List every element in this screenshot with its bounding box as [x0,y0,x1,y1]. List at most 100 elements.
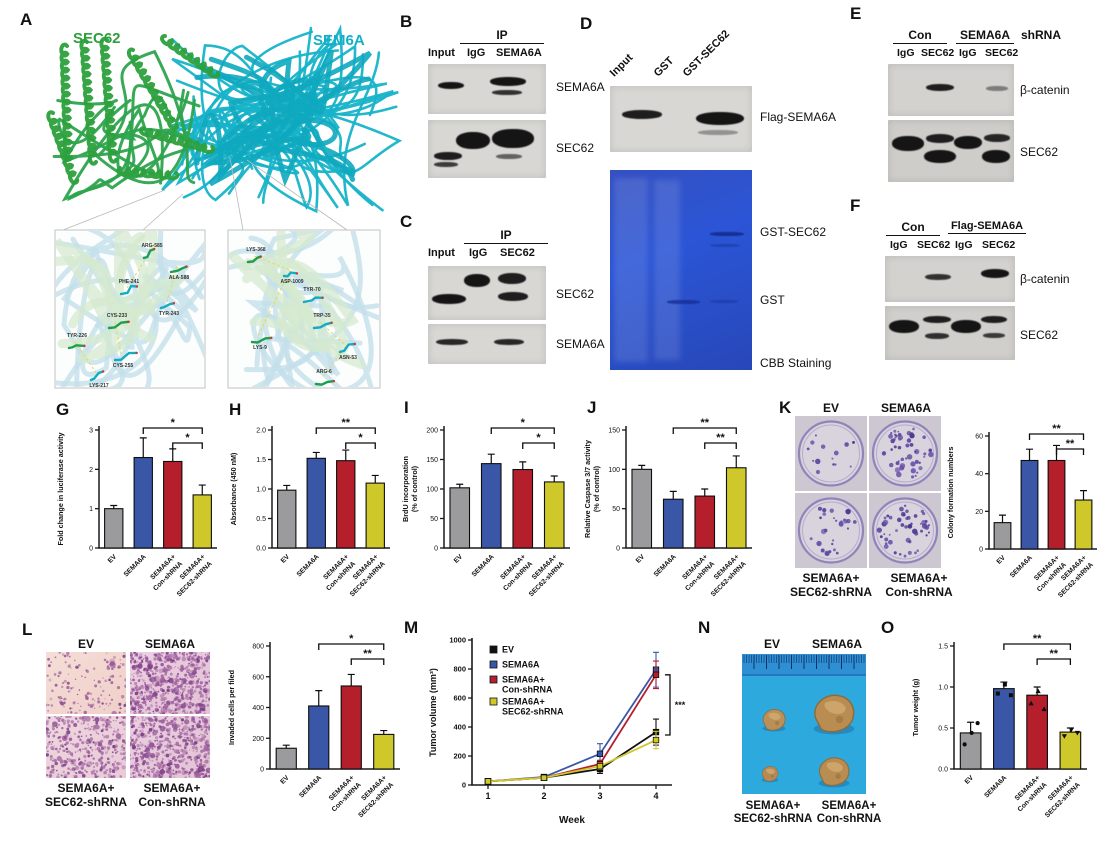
luciferase-bar-chart: 0 1 2 3 Fold change in luciferase activity EV… [55,412,225,617]
svg-text:0.5: 0.5 [256,516,266,523]
svg-text:0: 0 [616,546,620,553]
gel-band-label: GST [760,293,785,307]
svg-text:3: 3 [597,791,602,801]
svg-text:SEMA6A+: SEMA6A+ [502,697,545,707]
svg-text:Relative Caspase 3/7 activity: Relative Caspase 3/7 activity [583,440,592,538]
svg-text:*: * [349,633,354,645]
lane-label: SEC62 [982,239,1016,251]
lane-label-rotated: Input [607,51,636,80]
invasion-bar-chart: 0 200 400 600 800 Invaded cells per filed EV SE… [226,628,408,838]
svg-text:Week: Week [559,815,585,826]
svg-text:SEMA6A: SEMA6A [123,553,148,578]
group-header: Con [886,220,940,236]
svg-text:4: 4 [653,791,658,801]
svg-text:**: ** [1049,648,1058,660]
svg-text:0.0: 0.0 [938,767,948,774]
gel-caption: CBB Staining [760,356,832,370]
brdu-bar-chart: 0 50 100 150 200 BrdU incorporation (% of cont… [400,412,578,617]
svg-text:800: 800 [453,665,466,674]
panel-label-e: E [850,4,862,23]
svg-text:ARG-585: ARG-585 [141,243,162,249]
svg-text:0: 0 [434,546,438,553]
group-header: Flag-SEMA6A [948,220,1026,234]
colony-image-label: SEMA6A [880,401,931,415]
westernblot-e-bcatenin [888,64,1014,116]
caspase-bar-chart: 0 50 100 150 Relative Caspase 3/7 activity (%… [582,412,760,617]
group-header: Con [893,28,947,44]
invasion-image-sema6a [130,652,210,714]
svg-text:*: * [171,417,176,429]
svg-text:EV: EV [279,774,291,786]
svg-text:PHE-241: PHE-241 [119,279,140,285]
svg-text:0: 0 [89,546,93,553]
absorbance-bar-chart: 0.0 0.5 1.0 1.5 2.0 Absorbance (450 nM) EV SEMA… [228,412,398,617]
svg-text:SEMA6A: SEMA6A [1009,554,1034,579]
panel-label-c: C [400,212,413,231]
protein-structure-svg: ARG-585 ALA-588 PHE-241 TYR-243 CYS-233 CYS-2… [46,24,403,389]
lane-label: IgG [469,247,488,259]
svg-text:200: 200 [426,428,438,435]
svg-text:0.5: 0.5 [938,726,948,733]
svg-text:2.0: 2.0 [256,428,266,435]
tumor-weight-bar-chart: 0.0 0.5 1.0 1.5 Tumor weight (g) EV SEMA6A SEMA… [910,628,1095,838]
gel-band-label: GST-SEC62 [760,225,827,239]
svg-text:1.0: 1.0 [938,685,948,692]
panel-label-d: D [580,14,593,33]
svg-text:60: 60 [975,434,983,441]
svg-text:200: 200 [252,736,264,743]
svg-text:2: 2 [541,791,546,801]
svg-text:40: 40 [975,471,983,478]
westernblot-b-sec62 [428,120,546,178]
svg-text:SEMA6A: SEMA6A [298,774,323,799]
panel-label-j: J [587,398,597,417]
blot-label: SEMA6A [556,80,605,94]
lane-label: SEC62 [917,239,951,251]
westernblot-e-sec62 [888,120,1014,182]
svg-text:EV: EV [502,645,514,655]
tumor-photo-label: SEMA6A [811,637,862,651]
panel-label-o: O [881,618,895,637]
westernblot-c-sema6a [428,324,546,364]
svg-text:ARG-6: ARG-6 [316,369,332,375]
lane-label: IgG [897,47,915,59]
svg-text:**: ** [363,648,372,660]
svg-text:3: 3 [89,428,93,435]
svg-text:EV: EV [996,554,1008,566]
lane-label: IgG [890,239,908,251]
panel-label-f: F [850,196,861,215]
svg-text:SEMA6A: SEMA6A [653,553,678,578]
svg-text:1.0: 1.0 [256,487,266,494]
colony-plate-conshrna [869,493,941,568]
lane-label: IgG [467,47,486,59]
svg-text:400: 400 [453,723,466,732]
svg-text:EV: EV [107,553,119,565]
panel-label-h: H [229,400,242,419]
invasion-image-label: EV [77,637,94,651]
panel-label-g: G [56,400,70,419]
blot-label: SEC62 [556,141,595,155]
svg-text:SEMA6A+: SEMA6A+ [502,675,545,685]
svg-text:TYR-226: TYR-226 [67,333,87,339]
blot-label: β-catenin [1020,83,1070,97]
svg-text:0: 0 [979,547,983,554]
svg-text:SEMA6A: SEMA6A [471,553,496,578]
panel-label-a: A [20,10,33,29]
svg-text:*: * [521,417,526,429]
tumor-photo-label: SEMA6A+ SEC62-shRNA [733,800,813,826]
svg-text:LYS-9: LYS-9 [253,345,267,351]
tumor-photo-label: EV [763,637,780,651]
svg-text:800: 800 [252,644,264,651]
panel-label-b: B [400,12,413,31]
lane-label: SEC62 [500,247,535,259]
svg-text:0.0: 0.0 [256,546,266,553]
invasion-image-conshrna [130,716,210,778]
svg-text:*: * [185,432,190,444]
invasion-image-sec62shrna [46,716,126,778]
protein-label-sem6a: SEM6A [313,32,365,49]
westernblot-f-bcatenin [885,256,1015,302]
svg-text:ASP-1009: ASP-1009 [280,279,303,285]
svg-text:**: ** [716,432,725,444]
colony-bar-chart: 0 20 40 60 Colony formation numbers EV SEMA6A S… [945,418,1105,618]
svg-text:600: 600 [252,674,264,681]
